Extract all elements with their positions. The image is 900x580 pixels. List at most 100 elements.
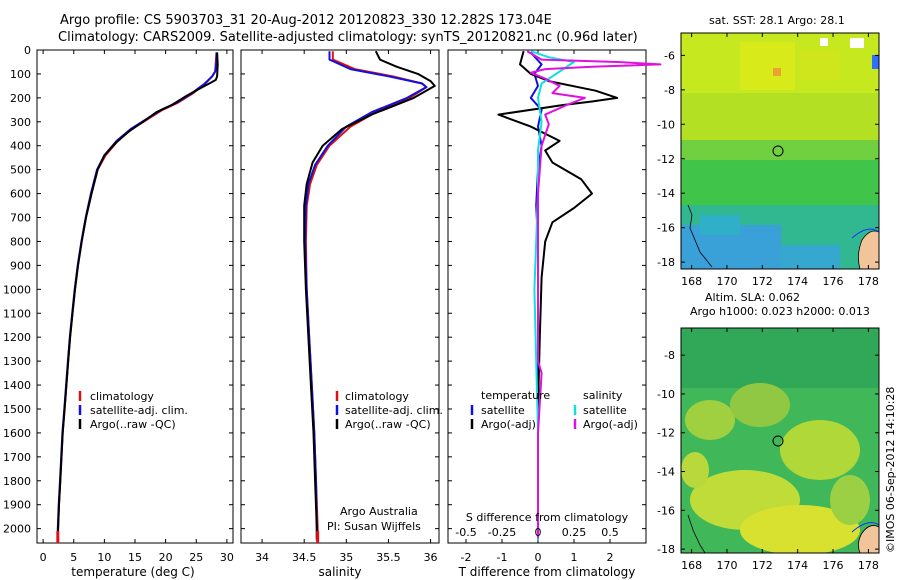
difference-plot-frame	[447, 49, 647, 544]
salinity-panel: 34 34.5 35 35.5 36 salinity climatology sate…	[240, 49, 443, 579]
lon-tick-label: 178	[858, 559, 879, 572]
legend-label-satellite: satellite-adj. clim.	[345, 404, 443, 417]
lon-tick-label: 172	[752, 559, 773, 572]
sst-map: sat. SST: 28.1 Argo: 28.1 168 170 172 174 17…	[657, 14, 880, 288]
credit-text: ©IMOS 06-Sep-2012 14:10:28	[884, 387, 897, 553]
annotation-line-1: Argo Australia	[340, 505, 418, 518]
temperature-series	[56, 52, 219, 543]
x-tick-label: 34.5	[292, 551, 317, 564]
depth-tick-label: 400	[10, 140, 31, 153]
x-tick-label: 34	[255, 551, 269, 564]
salinity-x-axis: 34 34.5 35 35.5 36	[255, 50, 438, 564]
salinity-difference-scale: -0.5 -0.25 0 0.25 0.5	[455, 526, 618, 539]
temperature-x-axis: 0 5 10 15 20 25 30	[40, 50, 234, 564]
sst-map-frame	[680, 32, 880, 270]
x-tick-label: -1	[497, 551, 508, 564]
title-line-1: Argo profile: CS 5903703_31 20-Aug-2012 …	[60, 13, 552, 28]
series-line-argo-raw-qc	[56, 52, 219, 539]
sst-patch	[780, 245, 840, 269]
legend-label-temp-satellite: satellite	[481, 404, 525, 417]
top-tick-label: 0.5	[601, 526, 619, 539]
series-line-salinity-argo-adj	[526, 50, 662, 539]
sst-patch	[700, 215, 740, 235]
lat-tick-label: -10	[657, 388, 675, 401]
legend-label-argo: Argo(..raw -QC)	[345, 418, 431, 431]
sla-map-subtitle: Argo h1000: 0.023 h2000: 0.013	[690, 305, 870, 318]
lat-tick-label: -14	[657, 466, 675, 479]
series-line-temperature-satellite	[529, 51, 543, 541]
sla-map-field	[681, 328, 879, 553]
x-tick-label: 0	[535, 551, 542, 564]
lat-tick-label: -8	[664, 84, 675, 97]
series-line-climatology	[304, 51, 428, 541]
depth-tick-label: 1000	[3, 283, 31, 296]
profile-location-marker	[772, 435, 784, 447]
sst-patch	[850, 38, 864, 48]
difference-panel: -2 -1 0 1 2 T difference from climatology S …	[447, 49, 662, 579]
lon-tick-label: 168	[681, 275, 702, 288]
temperature-x-label: temperature (deg C)	[71, 565, 194, 579]
series-line-satellite-adj-clim	[304, 51, 428, 541]
salinity-series	[303, 50, 436, 543]
sst-map-axes: 168 170 172 174 176 178 -6 -8 -10 -12 -14 -16 -18	[657, 33, 879, 288]
sla-map: Altim. SLA: 0.062 Argo h1000: 0.023 h200…	[657, 291, 880, 572]
annotation-line-2: PI: Susan Wijffels	[327, 520, 421, 533]
lat-tick-label: -10	[657, 118, 675, 131]
x-tick-label: 10	[97, 551, 111, 564]
depth-tick-label: 200	[10, 92, 31, 105]
sla-map-title: Altim. SLA: 0.062	[705, 291, 800, 304]
depth-tick-label: 100	[10, 68, 31, 81]
island-coastline	[687, 514, 706, 553]
top-tick-label: 0	[535, 526, 542, 539]
lon-tick-label: 174	[787, 559, 808, 572]
sst-patch	[740, 42, 795, 90]
depth-tick-label: 900	[10, 259, 31, 272]
depth-tick-label: 800	[10, 235, 31, 248]
x-tick-label: 15	[128, 551, 142, 564]
lon-tick-label: 176	[823, 275, 844, 288]
salinity-depth-ticks	[241, 49, 439, 530]
sst-patch	[872, 55, 879, 69]
depth-tick-label: 700	[10, 212, 31, 225]
x-tick-label: 35.5	[376, 551, 401, 564]
x-tick-label: 0	[40, 551, 47, 564]
difference-x-label: T difference from climatology	[458, 565, 636, 579]
lon-tick-label: 170	[716, 559, 737, 572]
salinity-plot-frame	[240, 49, 440, 544]
depth-tick-label: 0	[24, 44, 31, 57]
top-tick-label: -0.5	[455, 526, 476, 539]
difference-top-label: S difference from climatology	[466, 511, 629, 524]
temperature-panel: 0100200300400500600700800900100011001200…	[3, 44, 234, 579]
lon-tick-label: 168	[681, 559, 702, 572]
depth-tick-label: 500	[10, 164, 31, 177]
sst-patch	[773, 68, 781, 76]
x-tick-label: 36	[424, 551, 438, 564]
sst-map-field	[681, 33, 879, 269]
salinity-legend: climatology satellite-adj. clim. Argo(..…	[335, 390, 443, 431]
sla-patch	[681, 452, 709, 488]
x-tick-label: 2	[607, 551, 614, 564]
difference-legend: temperature salinity satellite Argo(-adj…	[470, 389, 638, 431]
x-tick-label: 1	[571, 551, 578, 564]
lat-tick-label: -18	[657, 543, 675, 556]
legend-label-sal-satellite: satellite	[583, 404, 627, 417]
depth-tick-label: 600	[10, 188, 31, 201]
sst-patch	[820, 38, 828, 46]
x-tick-label: 20	[159, 551, 173, 564]
sla-patch	[740, 505, 860, 553]
legend-header-temperature: temperature	[481, 389, 550, 402]
legend-label-climatology: climatology	[90, 390, 154, 403]
lat-tick-label: -12	[657, 427, 675, 440]
depth-tick-label: 1500	[3, 403, 31, 416]
depth-tick-label: 1300	[3, 355, 31, 368]
difference-series	[497, 50, 662, 541]
legend-label-temp-argo: Argo(-adj)	[481, 418, 536, 431]
depth-tick-label: 1100	[3, 307, 31, 320]
x-tick-label: 5	[70, 551, 77, 564]
depth-tick-label: 1800	[3, 475, 31, 488]
depth-tick-label: 1200	[3, 331, 31, 344]
depth-contour	[851, 228, 879, 239]
sst-map-title: sat. SST: 28.1 Argo: 28.1	[709, 14, 845, 27]
x-tick-label: -2	[461, 551, 472, 564]
